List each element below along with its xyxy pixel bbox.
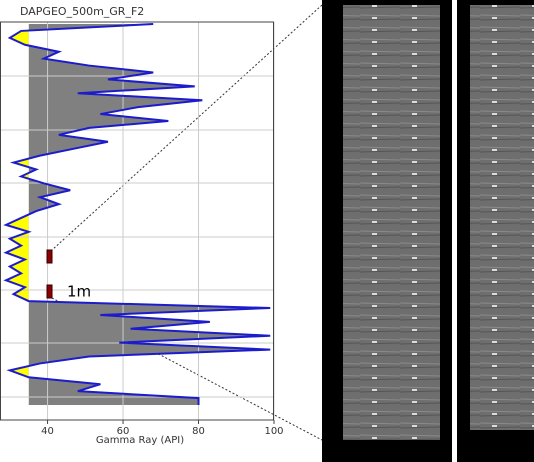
- gr-curve: [3, 23, 271, 405]
- plot-frame: [0, 21, 274, 421]
- core-images: [51, 0, 534, 462]
- connector: [51, 4, 323, 251]
- core-image: [343, 5, 440, 440]
- x-tick-label: 100: [264, 426, 283, 437]
- chart-title: DAPGEO_500m_GR_F2: [20, 5, 144, 18]
- x-axis-label: Gamma Ray (API): [96, 435, 184, 446]
- connector: [51, 297, 323, 441]
- sample-marker: [46, 284, 53, 299]
- plot: 40 60 80 100: [0, 21, 284, 437]
- sample-marker: [46, 249, 53, 264]
- core-image: [470, 5, 534, 430]
- x-tick-label: 40: [41, 426, 54, 437]
- x-tick-label: 60: [117, 426, 130, 437]
- x-tick-label: 80: [192, 426, 205, 437]
- annotation: 1m: [67, 283, 91, 301]
